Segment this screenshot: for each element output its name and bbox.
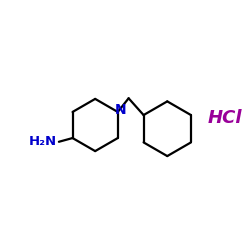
Text: HCl: HCl [207,108,242,126]
Text: H₂N: H₂N [29,135,57,148]
Text: N: N [115,103,126,117]
